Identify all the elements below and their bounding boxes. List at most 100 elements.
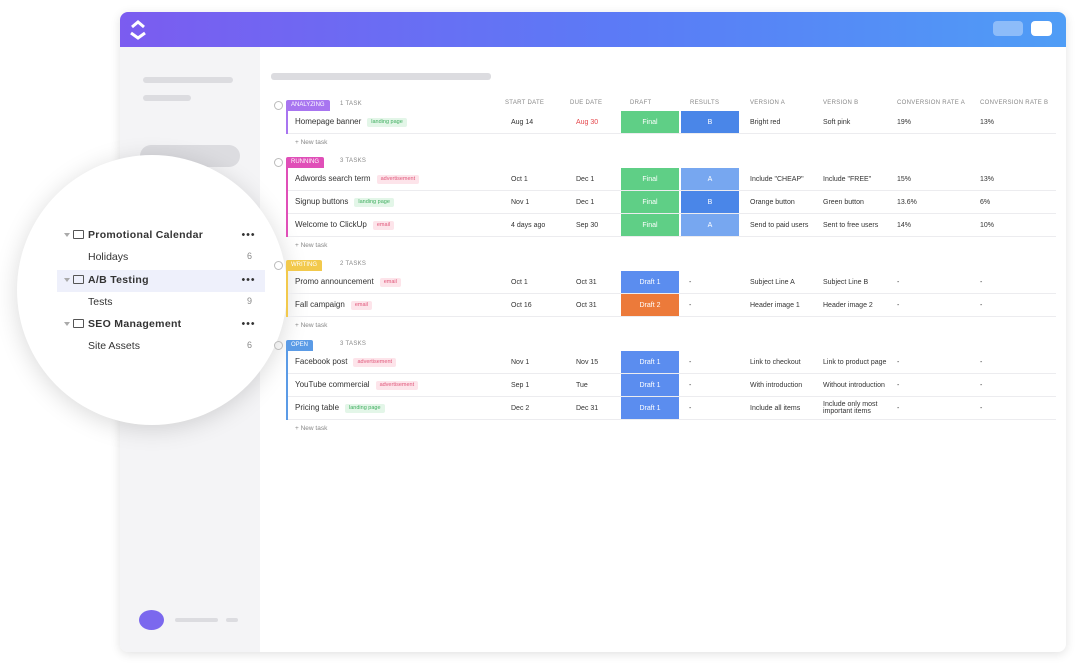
results-cell: A	[681, 168, 739, 190]
column-header: DUE DATE	[570, 100, 603, 106]
status-badge: ANALYZING	[286, 100, 330, 111]
placeholder	[143, 95, 191, 101]
title-placeholder	[271, 73, 491, 80]
caret	[64, 233, 70, 237]
start-date: Oct 1	[511, 176, 528, 183]
placeholder	[143, 77, 233, 83]
task-name[interactable]: Facebook post	[295, 357, 348, 366]
row-divider	[288, 316, 1056, 317]
new-task[interactable]: + New task	[295, 242, 328, 249]
start-date: Nov 1	[511, 359, 530, 366]
collapse-icon[interactable]	[274, 341, 283, 350]
results: -	[689, 382, 692, 389]
due-date: Tue	[576, 382, 588, 389]
version-b: Include only most important items	[823, 401, 878, 415]
version-a: Send to paid users	[750, 221, 809, 229]
placeholder	[226, 618, 238, 622]
task-name[interactable]: Signup buttons	[295, 197, 349, 206]
start-date: Nov 1	[511, 199, 530, 206]
column-header: CONVERSION RATE A	[897, 100, 966, 106]
status-badge: RUNNING	[286, 157, 324, 168]
tag: advertisement	[375, 381, 419, 390]
version-a: Orange button	[750, 198, 795, 206]
rate-b: 6%	[980, 199, 991, 206]
tag: landing page	[354, 198, 394, 207]
caret	[64, 322, 70, 326]
rate-a: 13.6%	[897, 199, 917, 206]
task-count: 1 TASK	[340, 101, 362, 107]
tag: email	[350, 301, 372, 310]
draft-cell: Final	[621, 191, 679, 213]
row-divider	[288, 190, 1056, 191]
due-date: Sep 30	[576, 222, 599, 229]
rate-b: 13%	[980, 176, 995, 183]
version-a: Include all items	[750, 404, 801, 412]
row-divider	[288, 419, 1056, 420]
more-icon[interactable]	[241, 233, 255, 236]
column-header: VERSION B	[823, 100, 859, 106]
task-name[interactable]: Promo announcement	[295, 277, 374, 286]
new-task[interactable]: + New task	[295, 322, 328, 329]
draft-cell: Draft 2	[621, 294, 679, 316]
version-a: Link to checkout	[750, 358, 801, 366]
column-header: RESULTS	[690, 100, 720, 106]
task-name[interactable]: Homepage banner	[295, 117, 362, 126]
group-border	[286, 111, 288, 134]
start-date: Sep 1	[511, 382, 530, 389]
folder-label[interactable]: A/B Testing	[88, 273, 149, 286]
list-label[interactable]: Site Assets	[88, 340, 140, 352]
version-b: Green button	[823, 198, 864, 206]
rate-a: 15%	[897, 176, 912, 183]
row-divider	[288, 236, 1056, 237]
rate-b: -	[980, 279, 983, 286]
task-name[interactable]: Fall campaign	[295, 300, 345, 309]
row-divider	[288, 293, 1056, 294]
collapse-icon[interactable]	[274, 101, 283, 110]
list-count: 6	[247, 340, 253, 350]
due-date: Oct 31	[576, 279, 597, 286]
task-name[interactable]: Welcome to ClickUp	[295, 220, 367, 229]
caret	[64, 277, 70, 282]
folder-label[interactable]: SEO Management	[88, 318, 182, 330]
start-date: Oct 1	[511, 279, 528, 286]
start-date: Aug 14	[511, 119, 534, 126]
status-badge: WRITING	[286, 260, 322, 271]
results: -	[689, 279, 692, 286]
folder-label[interactable]: Promotional Calendar	[88, 229, 204, 241]
rate-a: -	[897, 279, 900, 286]
version-a: Include "CHEAP"	[750, 175, 804, 183]
list-count: 6	[247, 251, 253, 261]
start-date: 4 days ago	[511, 222, 546, 229]
row-divider	[288, 133, 1056, 134]
list-label[interactable]: Holidays	[88, 251, 129, 263]
new-task[interactable]: + New task	[295, 139, 328, 146]
task-count: 3 TASKS	[340, 158, 367, 164]
version-a: Bright red	[750, 118, 781, 126]
results-cell: B	[681, 191, 739, 213]
rate-a: -	[897, 302, 900, 309]
more-icon[interactable]	[241, 277, 255, 281]
more-icon[interactable]	[241, 322, 255, 325]
collapse-icon[interactable]	[274, 261, 283, 270]
new-task[interactable]: + New task	[295, 425, 328, 432]
task-name[interactable]: Adwords search term	[295, 174, 371, 183]
status-badge: OPEN	[286, 340, 314, 351]
task-name[interactable]: Pricing table	[295, 403, 340, 412]
task-name[interactable]: YouTube commercial	[295, 380, 370, 389]
list-label[interactable]: Tests	[88, 295, 113, 308]
version-b: Header image 2	[823, 301, 873, 309]
version-b: Soft pink	[823, 118, 851, 126]
version-b: Sent to free users	[823, 221, 879, 229]
version-b: Subject Line B	[823, 278, 869, 286]
results-cell: B	[681, 111, 739, 133]
task-count: 3 TASKS	[340, 341, 367, 347]
due-date: Dec 31	[576, 405, 599, 412]
column-header: DRAFT	[630, 100, 652, 106]
folder-icon	[73, 319, 84, 328]
header-button[interactable]	[993, 21, 1023, 36]
header-button[interactable]	[1031, 21, 1052, 36]
start-date: Oct 16	[511, 302, 532, 309]
due-date: Nov 15	[576, 359, 599, 366]
chat-icon[interactable]	[139, 610, 164, 630]
collapse-icon[interactable]	[274, 158, 283, 167]
